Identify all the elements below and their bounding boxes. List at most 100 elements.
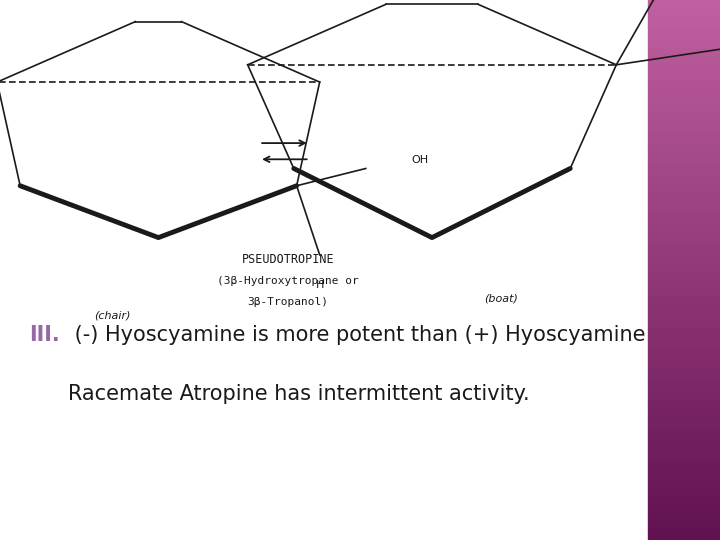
Bar [648, 65, 720, 70]
Bar [648, 270, 720, 275]
Text: H: H [315, 280, 324, 290]
Bar [648, 302, 720, 308]
Text: Racemate Atropine has intermittent activity.: Racemate Atropine has intermittent activ… [68, 384, 530, 404]
Bar [648, 97, 720, 103]
Bar [648, 238, 720, 243]
Bar [648, 11, 720, 16]
Bar [648, 119, 720, 124]
Bar [648, 103, 720, 108]
Bar [648, 378, 720, 383]
Bar [648, 400, 720, 405]
Bar [648, 346, 720, 351]
Bar [648, 59, 720, 65]
Bar [648, 86, 720, 92]
Bar [648, 189, 720, 194]
Bar [648, 524, 720, 529]
Bar [648, 394, 720, 400]
Bar [648, 124, 720, 130]
Bar [648, 151, 720, 157]
Bar [648, 70, 720, 76]
Text: (3β-Hydroxytropane or: (3β-Hydroxytropane or [217, 276, 359, 286]
Bar [648, 513, 720, 518]
Bar [648, 108, 720, 113]
Bar [648, 356, 720, 362]
Bar [648, 5, 720, 11]
Text: III.: III. [29, 325, 60, 345]
Bar [648, 0, 720, 5]
Bar [648, 221, 720, 227]
Bar [648, 443, 720, 448]
Bar [648, 243, 720, 248]
Bar [648, 16, 720, 22]
Bar [648, 173, 720, 178]
Bar [648, 292, 720, 297]
Bar [648, 167, 720, 173]
Bar [648, 535, 720, 540]
Bar [648, 130, 720, 135]
Bar [648, 410, 720, 416]
Bar [648, 32, 720, 38]
Bar [648, 470, 720, 475]
Bar [648, 464, 720, 470]
Bar [648, 81, 720, 86]
Bar [648, 259, 720, 265]
Text: (chair): (chair) [94, 310, 130, 320]
Bar [648, 454, 720, 459]
Bar [648, 486, 720, 491]
Bar [648, 313, 720, 319]
Bar [648, 232, 720, 238]
Bar [648, 427, 720, 432]
Bar [648, 373, 720, 378]
Bar [648, 54, 720, 59]
Text: (-) Hyoscyamine is more potent than (+) Hyoscyamine: (-) Hyoscyamine is more potent than (+) … [68, 325, 646, 345]
Bar [648, 22, 720, 27]
Bar [648, 205, 720, 211]
Bar [648, 211, 720, 216]
Bar [648, 508, 720, 513]
Bar [648, 351, 720, 356]
Bar [648, 275, 720, 281]
Bar [648, 146, 720, 151]
Bar [648, 491, 720, 497]
Bar [648, 281, 720, 286]
Bar [648, 475, 720, 481]
Text: OH: OH [412, 155, 429, 165]
Bar [648, 421, 720, 427]
Bar [648, 416, 720, 421]
Bar [648, 135, 720, 140]
Bar [648, 184, 720, 189]
Bar [648, 76, 720, 81]
Bar [648, 200, 720, 205]
Bar [648, 140, 720, 146]
Bar [648, 362, 720, 367]
Bar [648, 157, 720, 162]
Bar [648, 319, 720, 324]
Bar [648, 340, 720, 346]
Bar [648, 265, 720, 270]
Bar [648, 383, 720, 389]
Bar [648, 529, 720, 535]
Bar [648, 324, 720, 329]
Bar [648, 286, 720, 292]
Bar [648, 497, 720, 502]
Bar [648, 27, 720, 32]
Bar [648, 518, 720, 524]
Bar [648, 389, 720, 394]
Bar [648, 248, 720, 254]
Bar [648, 216, 720, 221]
Bar [648, 481, 720, 486]
Bar [648, 113, 720, 119]
Bar [648, 437, 720, 443]
Bar [648, 367, 720, 373]
Bar [648, 297, 720, 302]
Text: (boat): (boat) [484, 293, 518, 303]
Bar [648, 178, 720, 184]
Bar [648, 308, 720, 313]
Bar [648, 92, 720, 97]
Bar [648, 38, 720, 43]
Bar [648, 448, 720, 454]
Bar [648, 329, 720, 335]
Text: 3β-Tropanol): 3β-Tropanol) [248, 298, 328, 307]
Bar [648, 459, 720, 464]
Bar [648, 49, 720, 54]
